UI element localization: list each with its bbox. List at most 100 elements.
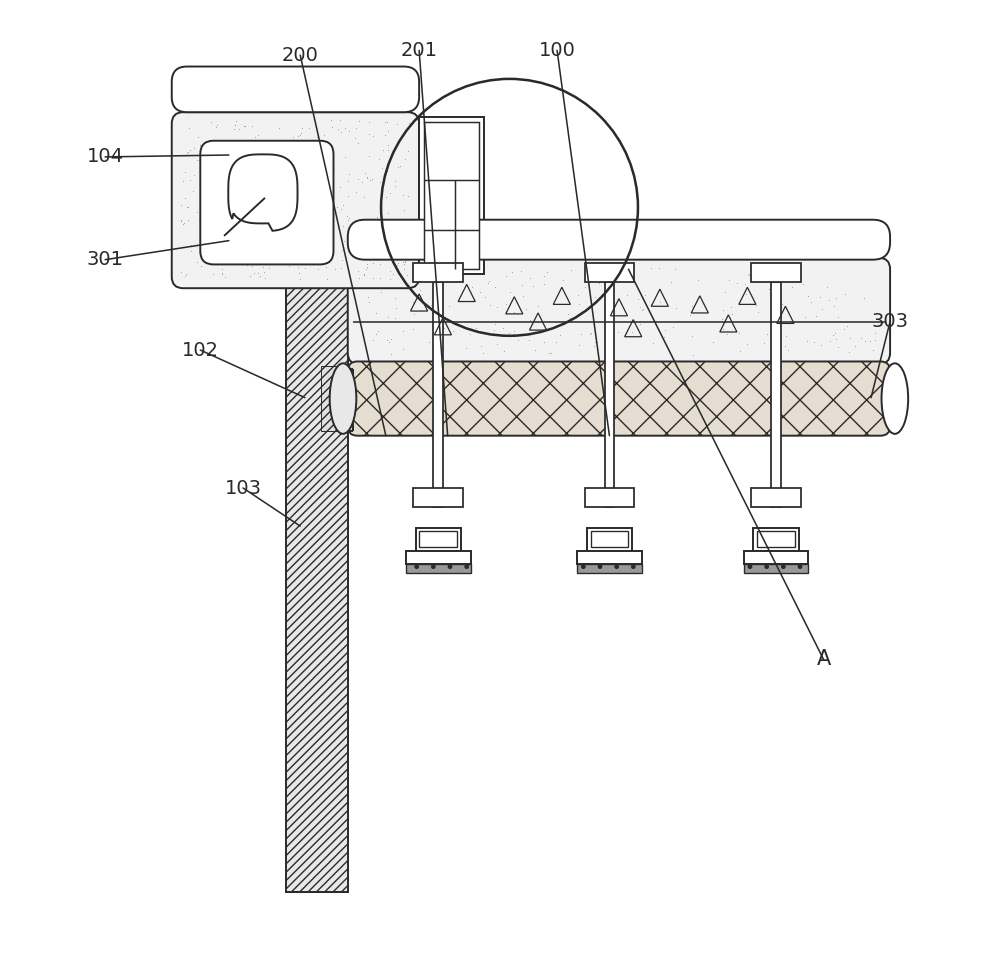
Polygon shape bbox=[228, 154, 298, 231]
Point bbox=[250, 228, 266, 243]
Point bbox=[506, 304, 522, 320]
Point bbox=[389, 257, 405, 273]
Bar bbox=[424, 122, 479, 269]
Point bbox=[480, 276, 496, 291]
FancyBboxPatch shape bbox=[348, 257, 890, 365]
Point bbox=[350, 263, 366, 278]
Point bbox=[246, 153, 262, 168]
Point bbox=[289, 193, 305, 209]
Point bbox=[361, 115, 377, 130]
Point bbox=[247, 228, 263, 243]
Point bbox=[242, 269, 258, 284]
Point bbox=[250, 266, 266, 281]
Point bbox=[368, 326, 384, 342]
Point bbox=[311, 206, 327, 221]
Point bbox=[714, 311, 730, 326]
Text: 200: 200 bbox=[282, 46, 319, 65]
Point bbox=[383, 217, 399, 233]
Point bbox=[239, 245, 255, 260]
Point bbox=[310, 261, 326, 277]
Ellipse shape bbox=[330, 364, 356, 434]
Point bbox=[826, 298, 842, 313]
Point bbox=[645, 335, 661, 350]
Point bbox=[518, 301, 534, 317]
Point bbox=[177, 190, 193, 206]
Point bbox=[180, 199, 196, 214]
Point bbox=[397, 255, 413, 270]
Point bbox=[301, 121, 317, 136]
Point bbox=[362, 172, 378, 188]
Point bbox=[412, 282, 428, 298]
Point bbox=[214, 262, 230, 278]
Point bbox=[387, 173, 403, 189]
Point bbox=[361, 295, 377, 310]
Point bbox=[784, 279, 800, 295]
Point bbox=[444, 263, 460, 278]
Point bbox=[380, 206, 396, 221]
Point bbox=[356, 189, 372, 205]
Point bbox=[228, 156, 244, 171]
Point bbox=[582, 326, 598, 342]
Point bbox=[297, 260, 313, 276]
Point bbox=[596, 321, 612, 336]
Point bbox=[211, 135, 227, 150]
Point bbox=[827, 325, 843, 341]
Point bbox=[610, 323, 626, 339]
Point bbox=[365, 332, 381, 347]
Point bbox=[240, 190, 256, 206]
Point bbox=[247, 136, 263, 151]
Point bbox=[513, 263, 529, 278]
Point bbox=[309, 130, 325, 145]
Point bbox=[336, 234, 352, 249]
Point bbox=[228, 113, 244, 128]
Bar bbox=[585, 262, 634, 281]
Point bbox=[667, 262, 683, 278]
Point bbox=[358, 261, 374, 277]
Point bbox=[368, 305, 384, 321]
Point bbox=[248, 191, 264, 207]
Point bbox=[221, 255, 237, 270]
Point bbox=[337, 121, 353, 136]
Point bbox=[246, 266, 262, 281]
Point bbox=[665, 319, 681, 334]
Point bbox=[464, 279, 480, 295]
Bar bbox=[321, 367, 348, 431]
Point bbox=[309, 212, 325, 228]
Point bbox=[382, 271, 398, 286]
Point bbox=[318, 148, 334, 164]
Point bbox=[485, 326, 501, 342]
Point bbox=[684, 328, 700, 344]
Point bbox=[522, 313, 538, 328]
Point bbox=[286, 169, 302, 185]
Point bbox=[237, 155, 253, 170]
Point bbox=[369, 217, 385, 233]
Point bbox=[255, 152, 271, 167]
Point bbox=[397, 151, 413, 167]
Point bbox=[360, 290, 376, 305]
Point bbox=[321, 198, 337, 213]
Point bbox=[313, 227, 329, 242]
Point bbox=[189, 204, 205, 219]
Point bbox=[334, 242, 350, 257]
Point bbox=[390, 256, 406, 271]
FancyBboxPatch shape bbox=[172, 112, 419, 288]
Point bbox=[400, 144, 416, 159]
Point bbox=[380, 122, 396, 138]
Point bbox=[630, 292, 646, 307]
Point bbox=[842, 330, 858, 345]
Point bbox=[318, 134, 334, 149]
Point bbox=[288, 197, 304, 212]
Point bbox=[255, 259, 271, 275]
Point bbox=[204, 228, 220, 243]
Point bbox=[194, 232, 210, 247]
Point bbox=[867, 332, 883, 347]
Point bbox=[380, 143, 396, 158]
Point bbox=[426, 326, 442, 342]
Point bbox=[302, 181, 318, 196]
Point bbox=[445, 323, 461, 339]
Point bbox=[333, 124, 349, 140]
Text: 303: 303 bbox=[872, 312, 909, 331]
Point bbox=[719, 326, 735, 342]
Point bbox=[177, 268, 193, 283]
Point bbox=[587, 265, 603, 280]
